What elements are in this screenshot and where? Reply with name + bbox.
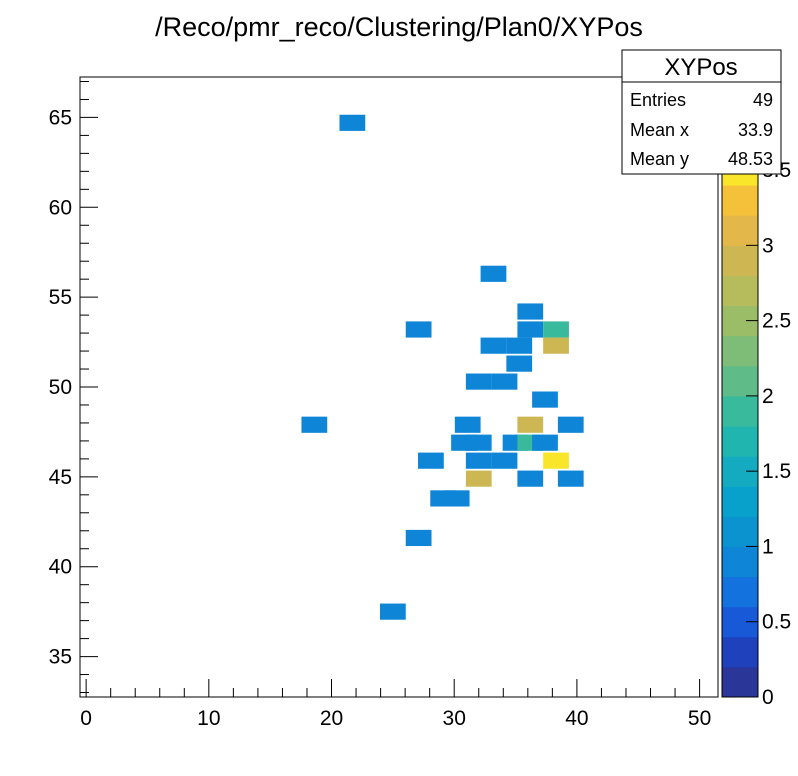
x-tick-label: 40 xyxy=(565,707,588,730)
y-tick-label: 40 xyxy=(49,556,72,579)
stats-entries-value: 49 xyxy=(753,90,773,110)
palette-tick-label: 0 xyxy=(762,686,774,709)
y-tick-label: 45 xyxy=(49,466,72,489)
heatmap-cell xyxy=(506,337,533,354)
heatmap-cell xyxy=(480,265,507,282)
x-tick-label: 20 xyxy=(320,707,343,730)
heatmap-cell xyxy=(491,452,518,469)
x-tick-label: 0 xyxy=(80,707,92,730)
stats-box[interactable]: XYPos Entries 49 Mean x 33.9 Mean y 48.5… xyxy=(621,49,782,175)
palette-segment xyxy=(722,636,758,668)
heatmap-cell xyxy=(465,373,492,390)
y-tick-label: 65 xyxy=(49,106,72,129)
x-tick-label: 50 xyxy=(688,707,711,730)
heatmap-cells xyxy=(301,114,584,620)
heatmap-cell xyxy=(465,452,492,469)
heatmap-cell xyxy=(532,391,558,408)
palette-segment xyxy=(722,426,758,457)
palette-segment xyxy=(722,335,758,367)
stats-box-frame xyxy=(621,49,782,175)
palette-segment xyxy=(722,546,758,578)
heatmap-cell xyxy=(465,470,492,487)
heatmap-cell xyxy=(543,337,569,354)
stats-mean-x-label: Mean x xyxy=(630,120,689,140)
palette-segment xyxy=(722,486,758,517)
palette-tick-label: 2 xyxy=(762,385,774,408)
palette-segment xyxy=(722,215,758,246)
palette-segment xyxy=(722,576,758,608)
heatmap-cell xyxy=(443,490,470,507)
heatmap-cell xyxy=(405,529,432,547)
stats-mean-y-value: 48.53 xyxy=(728,149,773,169)
y-tick-label: 50 xyxy=(49,376,72,399)
palette-segment xyxy=(722,245,758,276)
heatmap-cell xyxy=(480,337,507,354)
heatmap-cell xyxy=(543,321,569,338)
heatmap-cell xyxy=(543,452,569,469)
palette-segment xyxy=(722,666,758,698)
stats-entries-label: Entries xyxy=(630,90,686,110)
heatmap-cell xyxy=(517,303,544,320)
heatmap-cell xyxy=(517,321,544,338)
stats-name: XYPos xyxy=(664,54,737,81)
heatmap-cell xyxy=(532,434,558,451)
y-tick-label: 60 xyxy=(49,196,72,219)
chart-title: /Reco/pmr_reco/Clustering/Plan0/XYPos xyxy=(155,12,643,42)
heatmap-cell xyxy=(301,416,328,433)
heatmap-cell xyxy=(418,452,444,469)
plot-frame xyxy=(80,77,718,697)
heatmap-cell xyxy=(379,603,406,620)
heatmap-cell xyxy=(517,416,544,433)
x-axis: 0 10 20 30 40 50 xyxy=(80,679,711,730)
heatmap-cell xyxy=(454,416,481,433)
palette-tick-label: 0.5 xyxy=(762,611,791,634)
palette-segment xyxy=(722,516,758,547)
heatmap-cell xyxy=(557,416,584,433)
stats-mean-y-label: Mean y xyxy=(630,149,689,169)
palette-tick-label: 1.5 xyxy=(762,460,791,483)
heatmap-cell xyxy=(491,373,518,390)
plot-border xyxy=(79,76,719,698)
heatmap-cell xyxy=(339,114,366,131)
y-tick-label: 55 xyxy=(49,286,72,309)
palette-tick-label: 2.5 xyxy=(762,310,791,333)
heatmap-cell xyxy=(465,434,492,451)
y-axis: 35 40 45 50 55 60 65 xyxy=(49,80,98,694)
palette-segment xyxy=(722,185,758,216)
x-tick-label: 30 xyxy=(443,707,466,730)
heatmap-cell xyxy=(506,355,533,372)
stats-mean-x-value: 33.9 xyxy=(738,120,773,140)
palette-segment xyxy=(722,395,758,427)
heatmap-cell xyxy=(405,321,432,338)
palette-tick-label: 1 xyxy=(762,535,774,558)
y-tick-label: 35 xyxy=(49,646,72,669)
palette-tick-label: 3 xyxy=(762,234,774,257)
palette-segment xyxy=(722,365,758,397)
palette-segment xyxy=(722,275,758,307)
x-tick-label: 10 xyxy=(197,707,220,730)
heatmap-cell xyxy=(557,470,584,487)
heatmap-cell xyxy=(517,470,544,487)
color-palette: 00.511.522.533.5 xyxy=(721,154,791,709)
